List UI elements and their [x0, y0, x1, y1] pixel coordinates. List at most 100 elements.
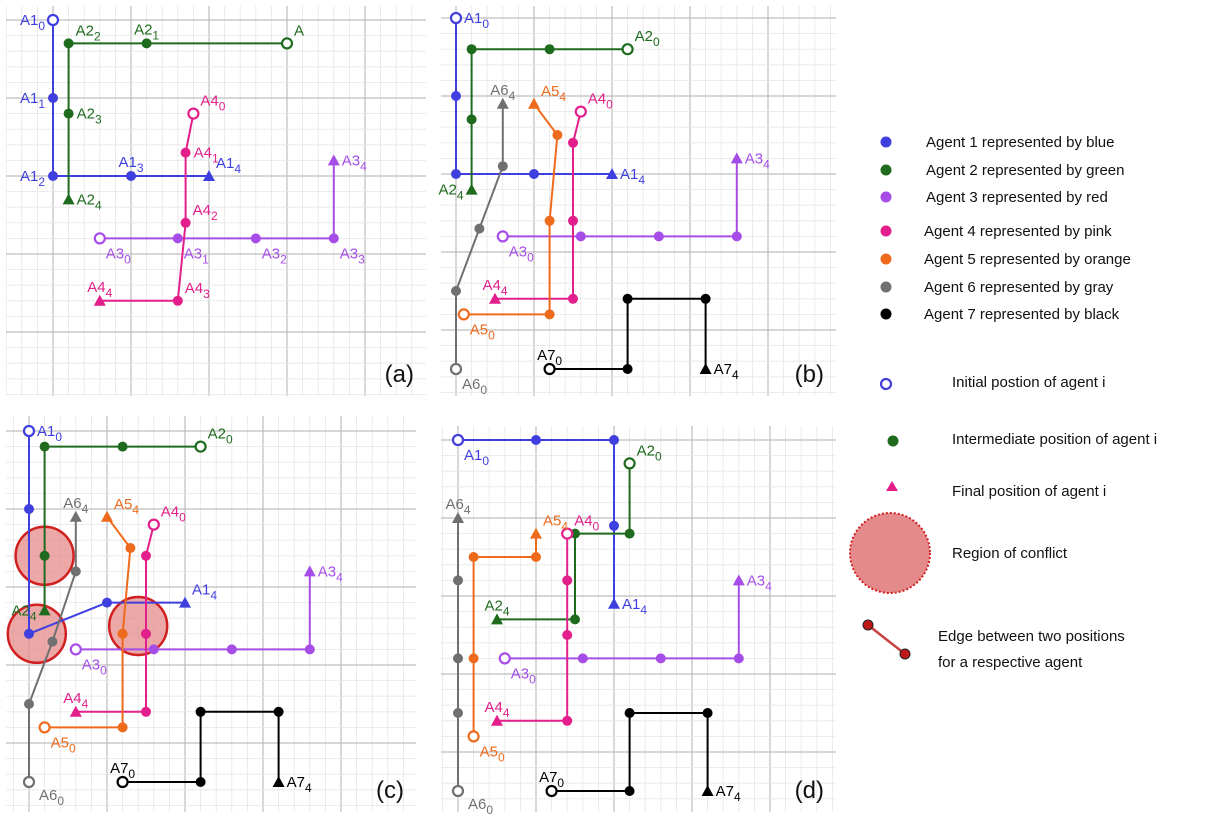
intermediate-position-marker	[531, 435, 541, 445]
intermediate-position-marker	[70, 566, 81, 577]
initial-position-marker	[543, 362, 556, 376]
intermediate-position-marker	[141, 628, 151, 639]
initial-position-marker	[451, 433, 465, 447]
agent-path-orange: A50 A54	[457, 83, 566, 342]
legend-edge-text-line2: for a respective agent	[938, 654, 1083, 671]
position-label: A34	[747, 572, 772, 593]
intermediate-position-marker	[148, 644, 159, 655]
intermediate-position-marker	[180, 147, 191, 158]
position-label: A40	[200, 93, 225, 114]
position-label: A23	[77, 106, 102, 127]
intermediate-position-marker	[102, 597, 112, 608]
intermediate-position-marker	[48, 93, 58, 103]
legend: Agent 1 represented by blue Agent 2 repr…	[849, 134, 1157, 671]
position-label: A20	[635, 28, 660, 49]
position-label: A74	[287, 774, 312, 795]
position-label: A24	[439, 182, 464, 203]
final-position-marker	[69, 705, 82, 717]
intermediate-position-marker	[172, 233, 183, 244]
panel-tag: (b)	[795, 361, 824, 388]
position-label: A50	[470, 321, 495, 342]
position-label: A54	[541, 83, 566, 104]
intermediate-position-marker	[451, 169, 461, 179]
legend-edge-start	[862, 619, 874, 631]
agent-path-gray: A60 A64	[445, 496, 493, 816]
initial-position-marker	[545, 784, 558, 798]
legend-swatch-agent-7	[880, 308, 892, 320]
legend-edge-text-line1: Edge between two positions	[938, 628, 1125, 645]
position-label: A54	[114, 496, 139, 517]
initial-position-marker	[449, 11, 463, 25]
intermediate-position-marker	[63, 38, 74, 49]
legend-swatch-agent-5	[880, 253, 892, 265]
legend-intermediate-text: Intermediate position of agent i	[952, 431, 1157, 448]
position-label: A41	[194, 145, 219, 166]
path-edge	[533, 103, 559, 136]
final-position-marker	[606, 168, 618, 179]
position-label: A70	[539, 769, 564, 790]
position-label: A30	[106, 245, 131, 266]
intermediate-position-marker	[544, 215, 555, 226]
initial-position-marker	[280, 37, 294, 50]
position-label: A20	[637, 442, 662, 463]
position-label: A34	[745, 150, 770, 171]
initial-position-marker	[496, 230, 509, 243]
position-label: A74	[716, 783, 741, 804]
agent-path-black: A70 A74	[110, 706, 312, 795]
legend-swatch-agent-2	[880, 164, 892, 176]
initial-position-marker	[187, 107, 200, 120]
position-label: A30	[511, 665, 536, 686]
panel-tag: (d)	[795, 777, 824, 804]
final-position-marker	[327, 154, 340, 166]
intermediate-position-marker	[700, 293, 711, 304]
initial-position-marker	[194, 440, 207, 453]
intermediate-position-marker	[24, 699, 34, 709]
initial-position-marker	[457, 308, 470, 321]
position-label: A40	[161, 504, 186, 525]
initial-position-marker	[451, 784, 465, 798]
intermediate-position-marker	[622, 293, 633, 304]
position-label: A54	[543, 513, 568, 534]
intermediate-position-marker	[653, 231, 664, 242]
position-label: A74	[714, 361, 739, 382]
position-label: A33	[340, 245, 365, 266]
final-position-marker	[528, 97, 540, 109]
position-label: A10	[37, 423, 62, 444]
agent-path-orange: A50 A54	[38, 496, 139, 755]
position-label: A64	[490, 82, 515, 103]
initial-position-marker	[22, 424, 36, 438]
final-position-marker	[101, 510, 113, 522]
position-label: A70	[110, 760, 135, 781]
initial-position-marker	[46, 13, 60, 27]
position-label: A43	[185, 280, 210, 301]
intermediate-position-marker	[125, 543, 136, 553]
intermediate-position-marker	[562, 715, 573, 726]
legend-conflict-region	[849, 512, 931, 594]
agent-path-purple: A30 A34	[498, 572, 772, 686]
path-edge	[548, 134, 559, 221]
intermediate-position-marker	[141, 550, 151, 561]
initial-position-marker	[22, 775, 36, 789]
position-label: A21	[134, 21, 159, 42]
intermediate-position-marker	[568, 137, 578, 148]
path-edge	[121, 547, 132, 634]
agent-path-purple: A30 A34	[69, 563, 343, 677]
intermediate-position-marker	[63, 108, 74, 119]
initial-position-marker	[93, 232, 106, 245]
intermediate-position-marker	[562, 575, 573, 586]
position-label: A10	[20, 12, 45, 33]
legend-swatch-agent-1	[880, 136, 892, 148]
position-label: A64	[63, 495, 88, 516]
final-position-marker	[69, 510, 82, 522]
position-label: A11	[20, 90, 45, 111]
intermediate-position-marker	[568, 293, 578, 304]
intermediate-position-marker	[141, 706, 151, 717]
initial-position-marker	[498, 652, 511, 665]
intermediate-position-marker	[544, 44, 555, 55]
agent-path-gray: A60 A64	[22, 495, 89, 808]
intermediate-position-marker	[39, 441, 50, 452]
intermediate-position-marker	[117, 628, 128, 639]
